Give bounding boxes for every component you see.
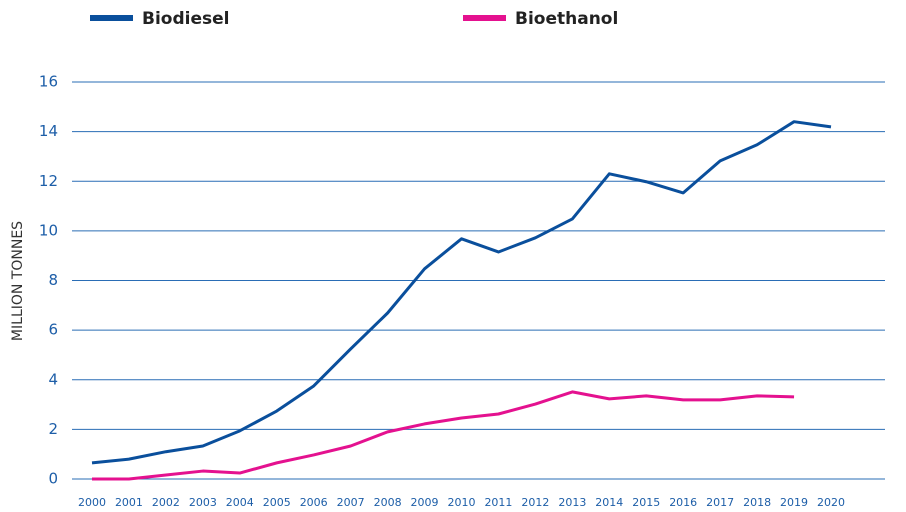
y-axis-label: MILLION TONNES [10, 221, 26, 341]
y-tick-label: 12 [39, 172, 58, 190]
y-tick-label: 0 [48, 470, 58, 488]
x-tick-label: 2019 [780, 496, 808, 509]
y-tick-label: 16 [39, 73, 58, 91]
x-tick-label: 2007 [337, 496, 365, 509]
x-tick-label: 2014 [595, 496, 623, 509]
x-tick-label: 2009 [411, 496, 439, 509]
y-tick-label: 10 [39, 221, 58, 239]
legend-label: Biodiesel [142, 9, 229, 29]
x-tick-label: 2016 [669, 496, 697, 509]
x-tick-label: 2001 [115, 496, 143, 509]
legend-label: Bioethanol [515, 9, 618, 29]
x-tick-label: 2013 [558, 496, 586, 509]
x-tick-label: 2002 [152, 496, 180, 509]
series-line [92, 390, 795, 481]
y-tick-label: 8 [48, 271, 58, 289]
x-tick-label: 2015 [632, 496, 660, 509]
x-tick-label: 2008 [374, 496, 402, 509]
y-tick-label: 4 [48, 370, 58, 388]
x-tick-label: 2017 [706, 496, 734, 509]
x-tick-label: 2020 [817, 496, 845, 509]
x-tick-label: 2018 [743, 496, 771, 509]
series-line [91, 120, 832, 465]
x-tick-label: 2006 [300, 496, 328, 509]
x-tick-label: 2004 [226, 496, 254, 509]
x-tick-label: 2012 [521, 496, 549, 509]
x-tick-label: 2011 [484, 496, 512, 509]
y-tick-label: 2 [48, 420, 58, 438]
y-tick-label: 6 [48, 321, 58, 339]
x-tick-label: 2000 [78, 496, 106, 509]
x-tick-label: 2005 [263, 496, 291, 509]
x-tick-label: 2003 [189, 496, 217, 509]
x-tick-label: 2010 [448, 496, 476, 509]
y-tick-label: 14 [39, 122, 58, 140]
